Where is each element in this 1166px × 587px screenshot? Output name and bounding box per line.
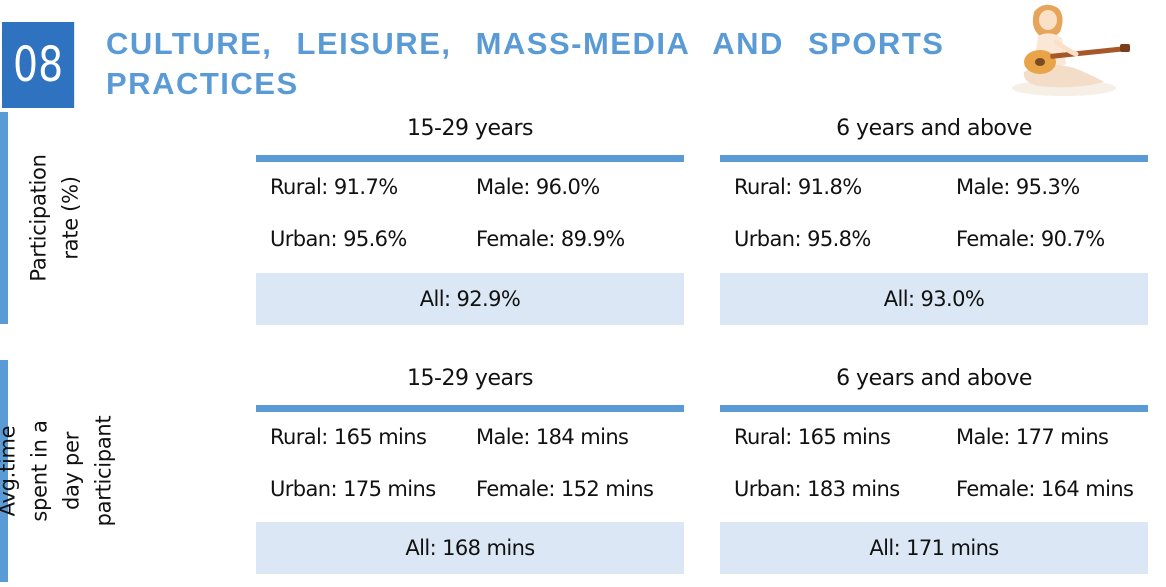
all-value: All: 168 mins (256, 522, 684, 574)
person-playing-guitar-icon (1012, 4, 1130, 96)
panel-heading: 6 years and above (836, 366, 1032, 391)
all-value: All: 93.0% (720, 273, 1148, 325)
rural-value: Rural: 91.7% (270, 175, 398, 199)
panel-15-29-avg-time: 15-29 years Rural: 165 mins Male: 184 mi… (256, 366, 684, 576)
section-number: 08 (13, 37, 64, 93)
female-value: Female: 90.7% (956, 227, 1105, 251)
panel-rule (256, 405, 684, 412)
section-accent-bar (0, 360, 8, 582)
panel-rule (720, 405, 1148, 412)
male-value: Male: 95.3% (956, 175, 1080, 199)
all-value: All: 92.9% (256, 273, 684, 325)
panel-heading: 15-29 years (407, 366, 533, 391)
panel-6-above-participation: 6 years and above Rural: 91.8% Male: 95.… (720, 116, 1148, 326)
all-value: All: 171 mins (720, 522, 1148, 574)
panel-rule (720, 155, 1148, 162)
urban-value: Urban: 183 mins (734, 477, 900, 501)
rural-value: Rural: 165 mins (270, 425, 427, 449)
row-label-avg-time: Avg.time spent in a day per participant (0, 360, 115, 582)
panel-heading: 6 years and above (836, 116, 1032, 141)
panel-heading: 15-29 years (407, 116, 533, 141)
section-number-badge: 08 (2, 22, 75, 108)
urban-value: Urban: 95.8% (734, 227, 871, 251)
row-label-text: Avg.time spent in a day per participant (0, 415, 115, 527)
female-value: Female: 164 mins (956, 477, 1134, 501)
row-label-text: Participation rate (%) (27, 154, 84, 282)
row-label-participation: Participation rate (%) (20, 112, 90, 324)
female-value: Female: 89.9% (476, 227, 625, 251)
female-value: Female: 152 mins (476, 477, 654, 501)
section-accent-bar (0, 112, 8, 324)
rural-value: Rural: 165 mins (734, 425, 891, 449)
panel-15-29-participation: 15-29 years Rural: 91.7% Male: 96.0% Urb… (256, 116, 684, 326)
panel-6-above-avg-time: 6 years and above Rural: 165 mins Male: … (720, 366, 1148, 576)
male-value: Male: 184 mins (476, 425, 629, 449)
urban-value: Urban: 175 mins (270, 477, 436, 501)
panel-rule (256, 155, 684, 162)
male-value: Male: 96.0% (476, 175, 600, 199)
male-value: Male: 177 mins (956, 425, 1109, 449)
rural-value: Rural: 91.8% (734, 175, 862, 199)
urban-value: Urban: 95.6% (270, 227, 407, 251)
section-title: CULTURE, LEISURE, MASS-MEDIA AND SPORTS … (106, 26, 945, 101)
